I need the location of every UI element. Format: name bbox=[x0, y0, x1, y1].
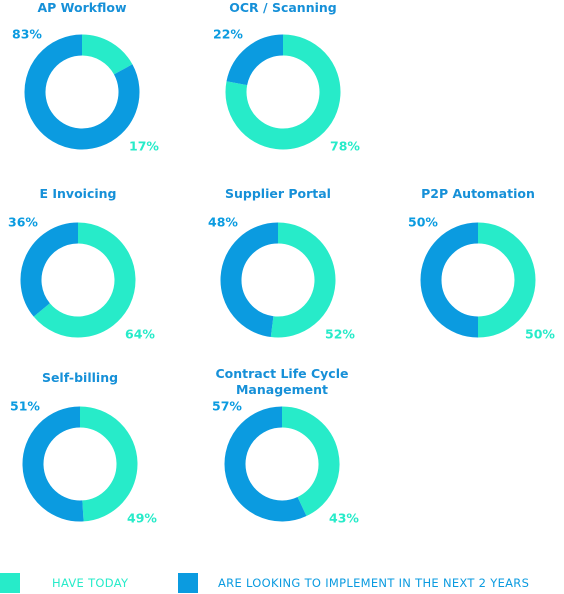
donut bbox=[24, 34, 140, 150]
value-label: 57% bbox=[212, 399, 242, 414]
value-label: 43% bbox=[329, 511, 359, 526]
slice bbox=[20, 222, 79, 317]
value-label: 83% bbox=[12, 27, 42, 42]
value-label: 49% bbox=[127, 511, 157, 526]
value-label: 50% bbox=[408, 215, 438, 230]
value-label: 48% bbox=[208, 215, 238, 230]
chart-title: E Invoicing bbox=[39, 186, 117, 201]
value-label: 51% bbox=[10, 399, 40, 414]
slice bbox=[81, 34, 133, 75]
donut bbox=[220, 222, 336, 338]
value-label: 36% bbox=[8, 215, 38, 230]
slice bbox=[420, 222, 479, 338]
slice bbox=[225, 34, 341, 150]
legend-label: HAVE TODAY bbox=[52, 576, 129, 590]
slice bbox=[270, 222, 336, 338]
legend-swatch bbox=[178, 573, 198, 593]
slice bbox=[220, 222, 279, 338]
slice bbox=[281, 406, 340, 517]
legend-swatch bbox=[0, 573, 20, 593]
value-label: 52% bbox=[325, 327, 355, 342]
donut bbox=[22, 406, 138, 522]
donut bbox=[420, 222, 536, 338]
donut bbox=[224, 406, 340, 522]
slice bbox=[33, 222, 136, 338]
slice bbox=[477, 222, 536, 338]
value-label: 64% bbox=[125, 327, 155, 342]
chart-title: Supplier Portal bbox=[225, 186, 331, 201]
donut bbox=[20, 222, 136, 338]
value-label: 78% bbox=[330, 139, 360, 154]
chart-title: Contract Life Cycle Management bbox=[215, 366, 349, 397]
slice bbox=[226, 34, 284, 86]
chart-title: P2P Automation bbox=[421, 186, 535, 201]
slice bbox=[24, 34, 140, 150]
legend-label: ARE LOOKING TO IMPLEMENT IN THE NEXT 2 Y… bbox=[218, 576, 530, 590]
donut bbox=[225, 34, 341, 150]
value-label: 22% bbox=[213, 27, 243, 42]
chart-title: AP Workflow bbox=[37, 0, 127, 15]
value-label: 50% bbox=[525, 327, 555, 342]
slice bbox=[22, 406, 84, 522]
chart-title: Self-billing bbox=[41, 370, 119, 385]
value-label: 17% bbox=[129, 139, 159, 154]
slice bbox=[79, 406, 138, 522]
slice bbox=[224, 406, 307, 522]
chart-title: OCR / Scanning bbox=[229, 0, 337, 15]
